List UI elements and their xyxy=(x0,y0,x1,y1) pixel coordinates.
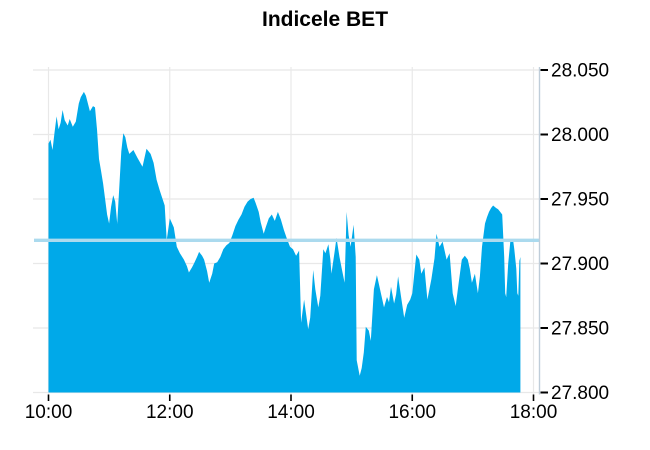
y-tick-label: 27.950 xyxy=(551,190,609,211)
x-tick-label: 18:00 xyxy=(510,402,558,423)
x-tick-label: 12:00 xyxy=(146,402,194,423)
x-tick-label: 14:00 xyxy=(267,402,315,423)
y-tick-label: 27.850 xyxy=(551,319,609,340)
y-tick-label: 27.900 xyxy=(551,254,609,275)
x-tick-label: 10:00 xyxy=(25,402,73,423)
y-tick-label: 27.800 xyxy=(551,383,609,404)
price-area-series xyxy=(48,91,521,393)
chart-title: Indicele BET xyxy=(261,8,389,31)
y-tick-label: 28.000 xyxy=(551,125,609,146)
x-tick-label: 16:00 xyxy=(388,402,436,423)
y-tick-label: 28.050 xyxy=(551,61,609,82)
